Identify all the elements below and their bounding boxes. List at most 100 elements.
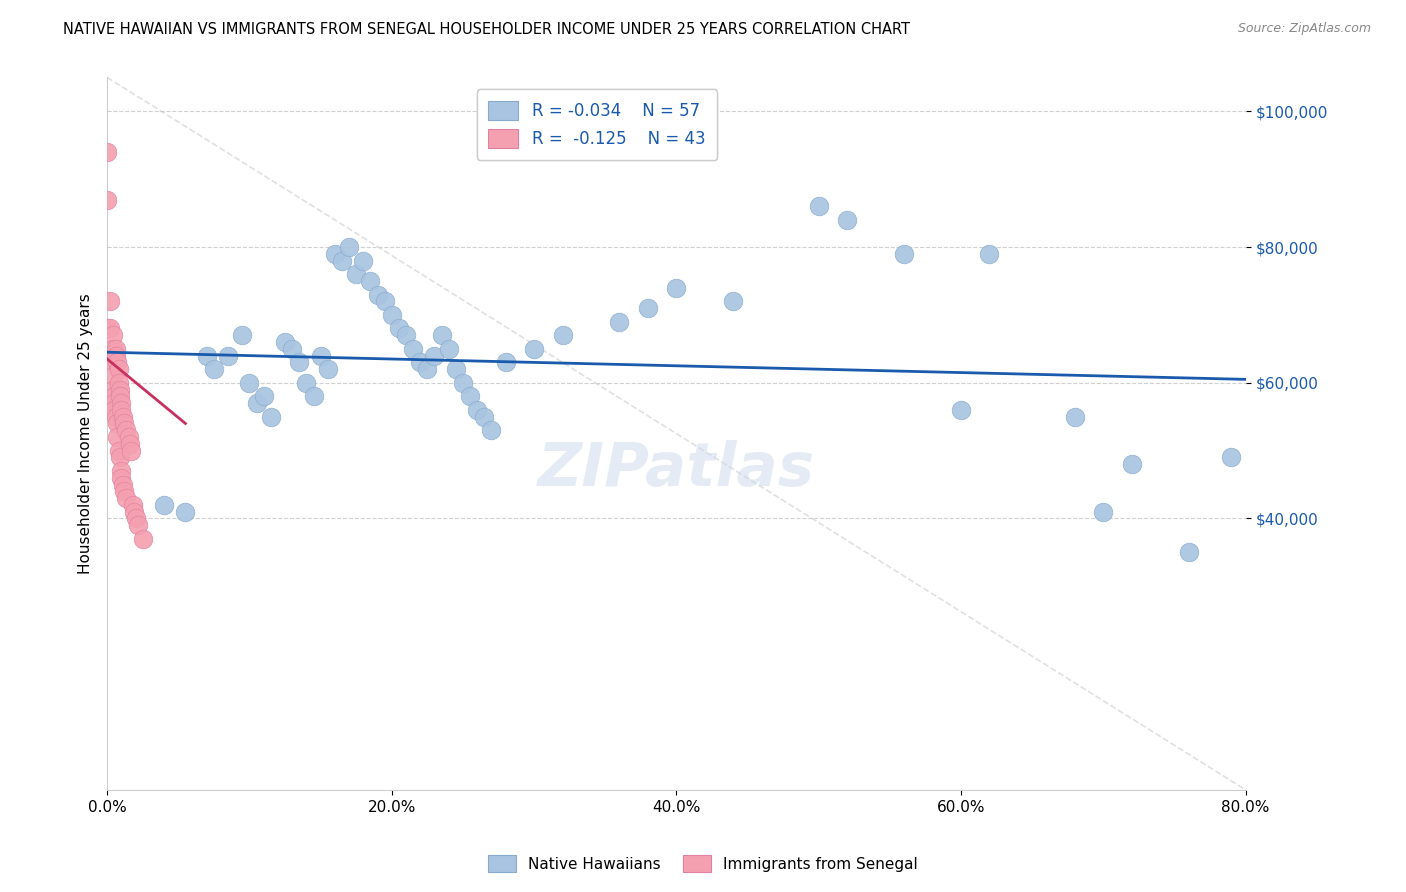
Point [107, 362, 129, 376]
Point [101, 342, 124, 356]
Point [260, 409, 283, 424]
Point [112, 417, 135, 431]
Point [108, 389, 131, 403]
Point [330, 253, 353, 268]
Point [723, 294, 745, 309]
Point [104, 409, 127, 424]
Point [110, 403, 132, 417]
Point [238, 376, 260, 390]
Point [127, 518, 149, 533]
Point [807, 199, 830, 213]
Point [465, 403, 488, 417]
Point [245, 396, 267, 410]
Point [451, 376, 474, 390]
Point [103, 389, 125, 403]
Point [202, 362, 225, 376]
Point [352, 253, 374, 268]
Point [110, 396, 132, 410]
Point [110, 471, 132, 485]
Point [98, 294, 121, 309]
Point [1092, 505, 1115, 519]
Point [274, 334, 297, 349]
Point [551, 328, 574, 343]
Point [96, 321, 118, 335]
Text: Source: ZipAtlas.com: Source: ZipAtlas.com [1237, 22, 1371, 36]
Point [281, 342, 304, 356]
Point [388, 321, 411, 335]
Point [217, 349, 239, 363]
Point [121, 498, 143, 512]
Legend: Native Hawaiians, Immigrants from Senegal: Native Hawaiians, Immigrants from Senega… [481, 847, 925, 880]
Point [495, 355, 517, 369]
Point [132, 532, 155, 546]
Point [402, 342, 425, 356]
Point [950, 403, 973, 417]
Point [458, 389, 481, 403]
Point [367, 287, 389, 301]
Point [107, 376, 129, 390]
Point [111, 477, 134, 491]
Point [609, 315, 631, 329]
Point [665, 281, 688, 295]
Point [395, 328, 418, 343]
Text: NATIVE HAWAIIAN VS IMMIGRANTS FROM SENEGAL HOUSEHOLDER INCOME UNDER 25 YEARS COR: NATIVE HAWAIIAN VS IMMIGRANTS FROM SENEG… [63, 22, 910, 37]
Point [359, 274, 381, 288]
Point [174, 505, 197, 519]
Point [302, 389, 325, 403]
Point [479, 423, 502, 437]
Point [253, 389, 276, 403]
Point [979, 247, 1001, 261]
Point [107, 443, 129, 458]
Point [1177, 545, 1199, 559]
Point [114, 491, 136, 505]
Point [444, 362, 467, 376]
Point [112, 484, 135, 499]
Point [323, 247, 346, 261]
Text: ZIPatlas: ZIPatlas [538, 440, 815, 499]
Point [1220, 450, 1243, 465]
Point [437, 342, 460, 356]
Point [103, 403, 125, 417]
Point [893, 247, 915, 261]
Point [101, 383, 124, 397]
Point [118, 437, 141, 451]
Point [523, 342, 546, 356]
Point [409, 355, 432, 369]
Point [1121, 457, 1143, 471]
Point [101, 355, 124, 369]
Legend: R = -0.034    N = 57, R =  -0.125    N = 43: R = -0.034 N = 57, R = -0.125 N = 43 [477, 89, 717, 160]
Point [103, 396, 125, 410]
Point [416, 362, 439, 376]
Point [117, 430, 139, 444]
Point [309, 349, 332, 363]
Point [98, 321, 121, 335]
Point [337, 240, 360, 254]
Point [96, 145, 118, 159]
Point [344, 267, 367, 281]
Point [120, 443, 142, 458]
Point [288, 355, 311, 369]
Point [114, 423, 136, 437]
Point [124, 511, 146, 525]
Point [1063, 409, 1085, 424]
Y-axis label: Householder Income Under 25 years: Householder Income Under 25 years [79, 293, 93, 574]
Point [637, 301, 659, 315]
Point [122, 505, 145, 519]
Point [381, 308, 404, 322]
Point [231, 328, 253, 343]
Point [295, 376, 318, 390]
Point [837, 213, 859, 227]
Point [316, 362, 339, 376]
Point [105, 355, 128, 369]
Point [108, 450, 131, 465]
Point [153, 498, 176, 512]
Point [423, 349, 446, 363]
Point [105, 417, 128, 431]
Point [101, 328, 124, 343]
Point [104, 349, 127, 363]
Point [374, 294, 396, 309]
Point [108, 383, 131, 397]
Point [111, 409, 134, 424]
Point [105, 430, 128, 444]
Point [96, 193, 118, 207]
